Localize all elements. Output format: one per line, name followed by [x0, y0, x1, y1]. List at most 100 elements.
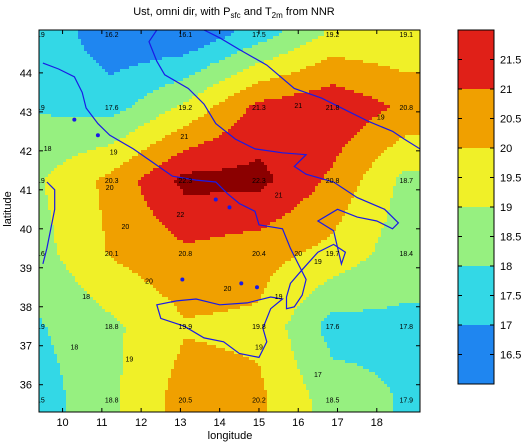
field-cell	[345, 39, 349, 43]
field-cell	[213, 84, 217, 88]
field-cell	[324, 60, 328, 64]
field-cell	[342, 48, 346, 52]
field-cell	[396, 81, 400, 85]
field-cell	[126, 108, 130, 112]
field-cell	[171, 96, 175, 100]
field-cell	[66, 36, 70, 40]
field-cell	[153, 66, 157, 70]
field-cell	[336, 123, 340, 127]
field-cell	[168, 72, 172, 76]
field-cell	[309, 126, 313, 130]
field-cell	[201, 75, 205, 79]
field-cell	[342, 111, 346, 115]
field-cell	[216, 36, 220, 40]
field-cell	[72, 42, 76, 46]
field-cell	[318, 81, 322, 85]
field-cell	[192, 123, 196, 127]
field-cell	[99, 51, 103, 55]
field-cell	[141, 36, 145, 40]
field-cell	[195, 54, 199, 58]
field-cell	[168, 36, 172, 40]
field-cell	[417, 60, 420, 64]
field-cell	[54, 138, 58, 142]
field-cell	[330, 117, 334, 121]
field-cell	[207, 144, 211, 148]
field-cell	[129, 48, 133, 52]
field-cell	[417, 144, 420, 148]
field-cell	[252, 120, 256, 124]
field-cell	[411, 33, 415, 37]
field-cell	[198, 129, 202, 133]
field-cell	[297, 144, 301, 148]
field-cell	[171, 90, 175, 94]
field-cell	[288, 117, 292, 121]
field-cell	[357, 72, 361, 76]
field-cell	[348, 144, 352, 148]
field-cell	[150, 87, 154, 91]
field-cell	[102, 54, 106, 58]
field-cell	[126, 123, 130, 127]
field-cell	[210, 39, 214, 43]
field-cell	[330, 36, 334, 40]
field-cell	[255, 111, 259, 115]
field-cell	[405, 75, 409, 79]
field-cell	[90, 69, 94, 73]
field-cell	[168, 132, 172, 136]
field-cell	[168, 84, 172, 88]
field-cell	[177, 123, 181, 127]
field-cell	[66, 117, 70, 121]
field-cell	[90, 129, 94, 133]
field-cell	[267, 84, 271, 88]
field-cell	[333, 54, 337, 58]
field-cell	[102, 45, 106, 49]
field-cell	[51, 96, 55, 100]
field-cell	[378, 138, 382, 142]
field-cell	[414, 87, 418, 91]
field-cell	[105, 45, 109, 49]
field-cell	[228, 51, 232, 55]
field-cell	[225, 36, 229, 40]
field-cell	[48, 72, 52, 76]
field-cell	[366, 102, 370, 106]
field-cell	[243, 96, 247, 100]
field-cell	[150, 81, 154, 85]
field-cell	[228, 96, 232, 100]
field-cell	[372, 141, 376, 145]
field-cell	[120, 54, 124, 58]
field-cell	[363, 120, 367, 124]
field-cell	[267, 81, 271, 85]
field-cell	[183, 117, 187, 121]
field-cell	[300, 63, 304, 67]
field-cell	[51, 36, 55, 40]
field-cell	[66, 144, 70, 148]
field-cell	[156, 69, 160, 73]
field-cell	[102, 105, 106, 109]
field-cell	[255, 75, 259, 79]
field-cell	[75, 57, 79, 61]
field-cell	[366, 57, 370, 61]
field-cell	[39, 111, 43, 115]
field-cell	[324, 54, 328, 58]
field-cell	[306, 135, 310, 139]
field-cell	[372, 120, 376, 124]
field-cell	[39, 96, 43, 100]
field-cell	[159, 117, 163, 121]
field-cell	[366, 90, 370, 94]
field-cell	[381, 93, 385, 97]
field-cell	[240, 114, 244, 118]
field-cell	[153, 84, 157, 88]
field-cell	[267, 141, 271, 145]
field-cell	[375, 36, 379, 40]
field-cell	[324, 51, 328, 55]
field-cell	[162, 87, 166, 91]
field-cell	[258, 144, 262, 148]
field-cell	[129, 87, 133, 91]
field-cell	[168, 96, 172, 100]
field-cell	[117, 75, 121, 79]
field-cell	[258, 90, 262, 94]
field-cell	[396, 138, 400, 142]
field-cell	[390, 138, 394, 142]
field-cell	[210, 45, 214, 49]
field-cell	[105, 39, 109, 43]
field-cell	[177, 72, 181, 76]
